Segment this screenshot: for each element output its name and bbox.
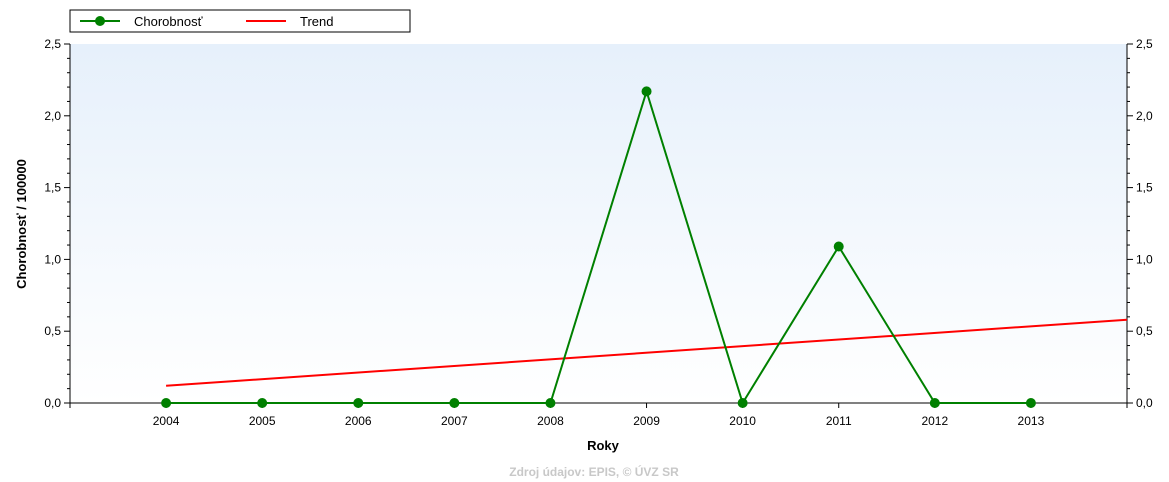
x-tick-label: 2007	[441, 414, 468, 428]
series-layer	[161, 86, 1128, 408]
y-tick-label-right: 1,0	[1136, 252, 1153, 266]
data-point-chorobnost	[545, 398, 556, 408]
y-tick-label-right: 0,5	[1136, 324, 1153, 338]
data-point-chorobnost	[833, 241, 844, 252]
x-tick-label: 2006	[345, 414, 372, 428]
ticks: 0,0 0,0 0,5 0,5 1,0 1,0 1,5 1,5 2,0 2,0 2,5 2,5 2004…	[44, 37, 1153, 428]
data-point-chorobnost	[257, 398, 268, 408]
y-tick-label-right: 2,5	[1136, 37, 1153, 51]
data-point-chorobnost	[161, 398, 172, 408]
y-tick-label-right: 2,0	[1136, 109, 1153, 123]
x-tick-label: 2005	[249, 414, 276, 428]
x-tick-label: 2004	[153, 414, 180, 428]
data-point-chorobnost	[641, 86, 652, 97]
legend-label-trend: Trend	[300, 14, 333, 29]
y-tick-label-left: 2,0	[44, 109, 61, 123]
series-line-chorobnost	[166, 87, 1031, 406]
plot-area	[70, 44, 1127, 403]
y-tick-label-right: 0,0	[1136, 396, 1153, 410]
data-point-chorobnost	[449, 398, 460, 408]
data-point-chorobnost	[929, 398, 940, 408]
data-point-chorobnost	[1025, 398, 1036, 408]
x-tick-label: 2008	[537, 414, 564, 428]
x-tick-label: 2009	[633, 414, 660, 428]
legend-label-chorobnost: Chorobnosť	[134, 14, 203, 29]
y-tick-label-left: 1,0	[44, 252, 61, 266]
data-point-chorobnost	[353, 398, 364, 408]
y-tick-label-left: 0,5	[44, 324, 61, 338]
x-axis-title: Roky	[587, 438, 620, 453]
legend-marker-chorobnost	[95, 16, 105, 26]
data-point-chorobnost	[737, 398, 748, 408]
y-axis-title: Chorobnosť / 100000	[14, 159, 29, 289]
y-tick-label-left: 1,5	[44, 181, 61, 195]
y-tick-label-left: 0,0	[44, 396, 61, 410]
y-tick-label-right: 1,5	[1136, 181, 1153, 195]
trend-line	[166, 318, 1128, 387]
x-tick-label: 2012	[921, 414, 948, 428]
x-tick-label: 2010	[729, 414, 756, 428]
y-tick-label-left: 2,5	[44, 37, 61, 51]
legend-box	[69, 9, 411, 33]
source-note: Zdroj údajov: EPIS, © ÚVZ SR	[509, 464, 679, 479]
legend: Chorobnosť Trend	[69, 9, 411, 33]
x-tick-label: 2013	[1018, 414, 1045, 428]
x-tick-label: 2011	[826, 414, 852, 428]
